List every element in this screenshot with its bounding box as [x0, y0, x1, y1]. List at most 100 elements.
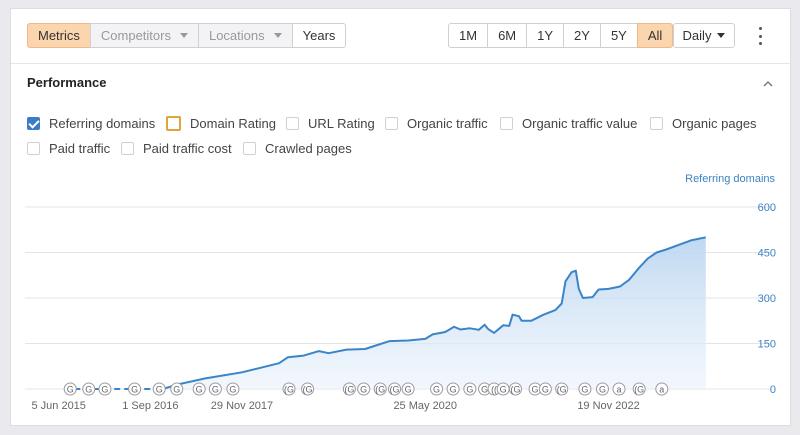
interval-value: Daily — [682, 28, 712, 43]
annotation-marker-label: (G — [634, 385, 644, 395]
annotation-marker-icon — [430, 382, 444, 396]
checkbox-icon[interactable] — [500, 117, 513, 130]
y-tick-label: 600 — [758, 202, 776, 214]
annotation-marker-icon — [388, 382, 402, 396]
annotation-marker-label: G — [85, 385, 92, 395]
range-button-1m[interactable]: 1M — [448, 23, 489, 48]
y-tick-label: 300 — [758, 293, 776, 305]
kebab-menu-icon[interactable] — [756, 27, 764, 45]
annotation-marker-icon — [612, 382, 626, 396]
metric-domain-rating[interactable]: Domain Rating — [166, 116, 276, 131]
annotation-marker-label: (G — [375, 385, 385, 395]
checkbox-checked-icon[interactable] — [27, 117, 40, 130]
annotation-marker-icon — [98, 382, 112, 396]
annotation-marker-label: G — [450, 385, 457, 395]
annotation-marker-label: G — [156, 385, 163, 395]
annotation-marker-label: G — [131, 385, 138, 395]
annotation-marker-label: G — [360, 385, 367, 395]
checkbox-icon[interactable] — [650, 117, 663, 130]
caret-down-icon — [717, 33, 726, 38]
annotation-marker-label: (G — [284, 385, 294, 395]
metric-organic-traffic[interactable]: Organic traffic — [385, 116, 488, 131]
metric-label: Paid traffic — [49, 141, 111, 156]
metric-label: URL Rating — [308, 116, 375, 131]
annotation-marker-icon — [555, 382, 569, 396]
metric-url-rating[interactable]: URL Rating — [286, 116, 375, 131]
annotation-marker-label: a — [659, 385, 664, 395]
annotation-marker-label: G — [532, 385, 539, 395]
tab-metrics[interactable]: Metrics — [27, 23, 91, 48]
annotation-marker-icon — [128, 382, 142, 396]
chevron-up-icon[interactable] — [763, 79, 773, 89]
checkbox-icon[interactable] — [27, 142, 40, 155]
range-button-all[interactable]: All — [636, 23, 674, 48]
metric-label: Crawled pages — [265, 141, 352, 156]
metric-label: Referring domains — [49, 116, 156, 131]
checkbox-icon[interactable] — [286, 117, 299, 130]
annotation-marker-label: G — [433, 385, 440, 395]
x-tick-label: 25 May 2020 — [393, 400, 457, 412]
annotation-marker-icon — [655, 382, 669, 396]
range-buttons: 1M 6M 1Y 2Y 5Y All — [448, 23, 674, 48]
annotation-marker-label: G — [481, 385, 488, 395]
performance-card: Metrics Competitors Locations Years 1M 6M 1Y 2… — [10, 8, 791, 426]
annotation-marker-icon — [82, 382, 96, 396]
panel-title: Performance — [27, 75, 107, 90]
annotation-marker-label: (G — [557, 385, 567, 395]
annotation-marker-label: G — [173, 385, 180, 395]
interval-dropdown[interactable]: Daily — [673, 23, 735, 48]
y-tick-label: 150 — [758, 339, 776, 351]
annotation-marker-icon — [192, 382, 206, 396]
annotation-marker-icon — [226, 382, 240, 396]
annotation-marker-icon — [301, 382, 315, 396]
range-button-1y[interactable]: 1Y — [526, 23, 565, 48]
checkbox-icon[interactable] — [121, 142, 134, 155]
metric-organic-pages[interactable]: Organic pages — [650, 116, 757, 131]
annotation-marker-icon — [282, 382, 296, 396]
metric-organic-traffic-value[interactable]: Organic traffic value — [500, 116, 637, 131]
metric-label: Domain Rating — [190, 116, 276, 131]
range-button-2y[interactable]: 2Y — [563, 23, 601, 48]
tab-label: Competitors — [100, 28, 171, 43]
checkbox-icon[interactable] — [385, 117, 398, 130]
checkbox-icon[interactable] — [166, 116, 181, 131]
annotation-marker-icon — [152, 382, 166, 396]
metric-paid-traffic-cost[interactable]: Paid traffic cost — [121, 141, 232, 156]
checkbox-icon[interactable] — [243, 142, 256, 155]
series-line-referring-domains — [162, 236, 707, 390]
y-tick-label: 0 — [770, 384, 776, 396]
metric-label: Organic traffic value — [522, 116, 638, 131]
tab-competitors[interactable]: Competitors — [89, 23, 199, 48]
annotation-marker-label: (G — [390, 385, 400, 395]
y-tick-label: 450 — [758, 248, 776, 260]
range-button-6m[interactable]: 6M — [487, 23, 528, 48]
tab-label: Metrics — [38, 28, 80, 43]
annotation-marker-label: (G — [510, 385, 520, 395]
tab-years[interactable]: Years — [291, 23, 347, 48]
metric-referring-domains[interactable]: Referring domains — [27, 116, 155, 131]
range-button-5y[interactable]: 5Y — [599, 23, 638, 48]
view-tabs: Metrics Competitors Locations Years — [27, 23, 347, 48]
x-tick-label: 29 Nov 2017 — [211, 400, 273, 412]
series-area — [162, 237, 706, 389]
metric-paid-traffic[interactable]: Paid traffic — [27, 141, 110, 156]
annotation-marker-label: G — [229, 385, 236, 395]
annotation-marker-label: G — [196, 385, 203, 395]
annotation-marker-icon — [373, 382, 387, 396]
annotation-marker-icon — [170, 382, 184, 396]
annotation-marker-icon — [538, 382, 552, 396]
tab-label: Locations — [208, 28, 265, 43]
caret-down-icon — [179, 33, 188, 38]
tab-locations[interactable]: Locations — [197, 23, 293, 48]
annotation-marker-label: (( — [491, 385, 497, 395]
annotation-marker-label: G — [67, 385, 74, 395]
annotation-marker-label: G — [542, 385, 549, 395]
metric-crawled-pages[interactable]: Crawled pages — [243, 141, 352, 156]
annotation-marker-label: G — [500, 385, 507, 395]
x-tick-label: 1 Sep 2016 — [122, 400, 178, 412]
annotation-marker-label: G — [599, 385, 606, 395]
annotation-marker-label: G — [101, 385, 108, 395]
annotation-marker-label: (G — [303, 385, 313, 395]
annotation-marker-icon — [357, 382, 371, 396]
